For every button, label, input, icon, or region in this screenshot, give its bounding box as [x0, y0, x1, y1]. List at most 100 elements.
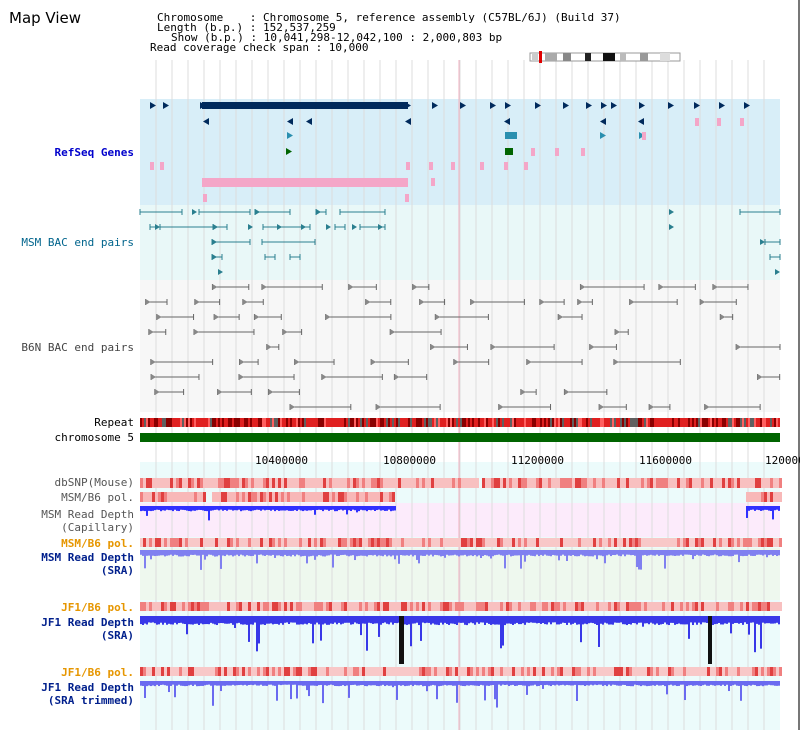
pol-cell: [506, 602, 509, 611]
track-label-msm-depth-capillary[interactable]: MSM Read Depth: [41, 508, 134, 521]
depth-bar: [376, 550, 378, 557]
depth-bar: [608, 550, 610, 555]
depth-bar: [394, 550, 396, 560]
repeat-segment: [338, 418, 340, 427]
repeat-segment: [278, 418, 280, 427]
pol-cell: [485, 667, 488, 676]
track-label-msm-b6-pol[interactable]: MSM/B6 pol.: [61, 491, 134, 504]
pol-cell: [659, 602, 662, 611]
depth-bar: [670, 616, 672, 623]
repeat-segment: [564, 418, 566, 427]
repeat-segment: [292, 418, 294, 427]
pol-cell: [179, 492, 182, 502]
chromosome-ideogram[interactable]: [529, 51, 681, 63]
pol-cell: [701, 602, 704, 611]
depth-bar: [184, 681, 186, 687]
refseq-gene-marker: [600, 132, 606, 139]
pol-cell: [260, 492, 263, 502]
refseq-gene-pink: [531, 148, 535, 156]
depth-bar: [192, 506, 194, 511]
depth-bar: [454, 616, 456, 625]
depth-bar: [768, 506, 770, 511]
refseq-gene-pink: [160, 162, 164, 170]
depth-bar: [562, 681, 564, 685]
pol-cell: [308, 492, 311, 502]
dbsnp-cell: [263, 478, 266, 488]
depth-bar: [316, 681, 318, 686]
repeat-segment: [584, 418, 586, 427]
pol-cell: [773, 538, 776, 547]
b6n-bac-end-marker: [490, 344, 496, 350]
refseq-gene-marker: [405, 102, 411, 109]
depth-bar: [700, 550, 702, 556]
depth-bar: [352, 616, 354, 625]
track-label-chromosome[interactable]: chromosome 5: [54, 431, 134, 444]
repeat-segment: [274, 418, 276, 427]
repeat-segment: [610, 418, 612, 427]
b6n-bac-end-marker: [700, 299, 706, 305]
track-label-jf1-b6-pol-trim[interactable]: JF1/B6 pol.: [61, 666, 134, 679]
depth-bar: [280, 616, 282, 624]
dbsnp-cell: [248, 478, 251, 488]
b6n-bac-track[interactable]: [145, 284, 781, 410]
msm-bac-track[interactable]: [139, 209, 781, 275]
depth-bar: [606, 681, 608, 687]
depth-bar: [690, 616, 692, 623]
track-label-repeat[interactable]: Repeat: [94, 416, 134, 429]
depth-bar: [366, 550, 368, 557]
pol-cell: [221, 538, 224, 547]
depth-bar: [386, 550, 388, 557]
track-label-msm-bac[interactable]: MSM BAC end pairs: [21, 236, 134, 249]
pol-cell: [428, 602, 431, 611]
depth-bar: [308, 550, 310, 557]
track-label-b6n-bac[interactable]: B6N BAC end pairs: [21, 341, 134, 354]
track-label-jf1-b6-pol[interactable]: JF1/B6 pol.: [61, 601, 134, 614]
pol-cell: [422, 538, 425, 547]
refseq-gene-bar: [505, 148, 513, 155]
depth-bar: [588, 681, 590, 686]
depth-bar: [368, 506, 370, 511]
pol-cell: [371, 667, 374, 676]
repeat-segment: [740, 418, 742, 427]
depth-bar: [512, 616, 514, 625]
depth-bar: [666, 681, 668, 695]
depth-bar: [304, 550, 306, 556]
depth-bar: [494, 681, 496, 700]
repeat-segment: [486, 418, 488, 427]
track-label-jf1-depth-sra[interactable]: JF1 Read Depth: [41, 616, 134, 629]
track-label-refseq[interactable]: RefSeq Genes: [54, 146, 134, 159]
pol-cell: [242, 538, 245, 547]
dbsnp-cell: [626, 478, 629, 488]
depth-bar: [678, 616, 680, 624]
depth-bar: [344, 616, 346, 623]
repeat-segment: [420, 418, 422, 427]
pol-cell: [266, 538, 269, 547]
pol-cell: [551, 667, 554, 676]
refseq-genes-track[interactable]: [150, 102, 750, 202]
dbsnp-cell: [692, 478, 695, 488]
depth-bar: [362, 681, 364, 686]
track-label-msm-b6-pol-sra[interactable]: MSM/B6 pol.: [61, 537, 134, 550]
pol-cell: [167, 492, 170, 502]
depth-bar: [722, 616, 724, 625]
depth-bar: [270, 681, 272, 685]
pol-cell: [368, 538, 371, 547]
repeat-segment: [286, 418, 288, 427]
depth-bar: [688, 550, 690, 555]
repeat-segment: [522, 418, 524, 427]
repeat-segment: [288, 418, 290, 427]
track-label-dbsnp[interactable]: dbSNP(Mouse): [54, 476, 134, 489]
pol-cell: [653, 667, 656, 676]
track-label-jf1-depth-trim[interactable]: JF1 Read Depth: [41, 681, 134, 694]
depth-bar: [628, 681, 630, 687]
pol-cell: [329, 667, 332, 676]
depth-bar: [650, 616, 652, 623]
depth-bar: [428, 681, 430, 687]
depth-bar: [218, 616, 220, 624]
pol-cell: [434, 667, 437, 676]
pol-cell: [677, 602, 680, 611]
track-label-msm-depth-sra[interactable]: MSM Read Depth: [41, 551, 134, 564]
pol-cell: [749, 492, 752, 502]
pol-cell: [146, 602, 149, 611]
